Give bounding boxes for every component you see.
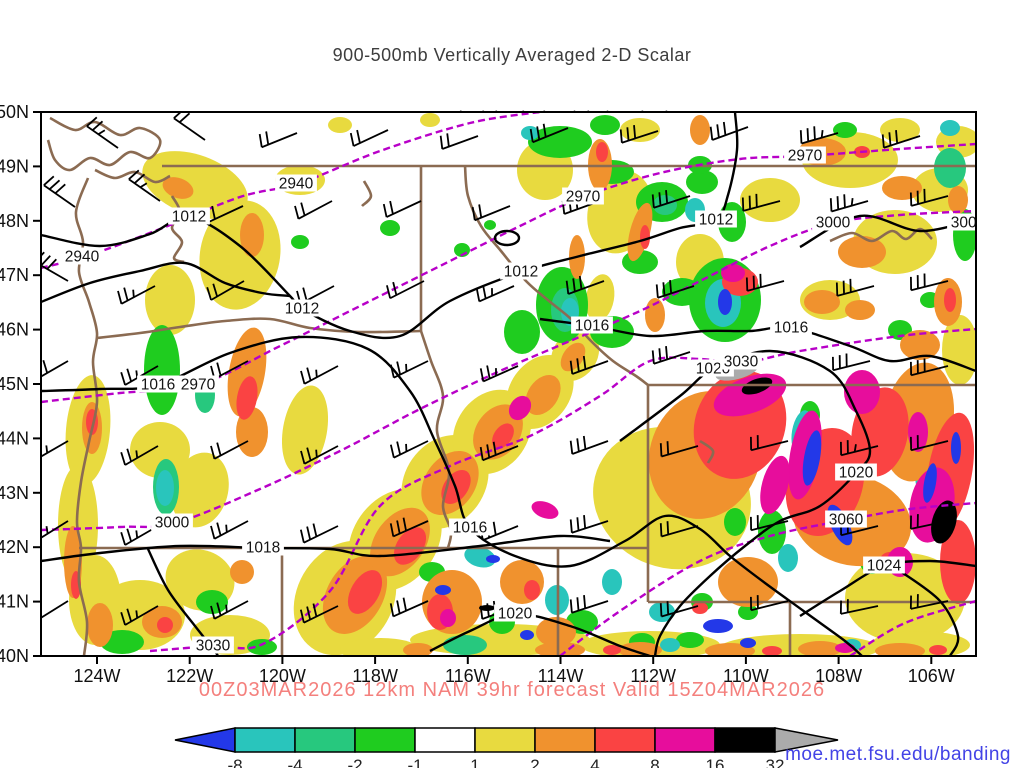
svg-text:3060: 3060	[829, 512, 864, 529]
colorbar-segment	[654, 727, 716, 753]
y-axis-label: 42N	[0, 537, 29, 557]
x-axis-label: 108W	[815, 666, 862, 686]
colorbar-segment	[474, 727, 536, 753]
y-axis-label: 47N	[0, 265, 29, 285]
colorbar-tick-label: 1	[470, 756, 479, 768]
over-range-arrow	[774, 727, 839, 753]
colorbar-tick-label: 8	[650, 756, 659, 768]
x-axis-label: 120W	[259, 666, 306, 686]
svg-text:2970: 2970	[566, 189, 601, 206]
svg-text:1020: 1020	[839, 465, 874, 482]
forecast-valid-label: 00Z03MAR2026 12km NAM 39hr forecast Vali…	[198, 679, 826, 701]
colorbar-tick-label: -2	[347, 756, 362, 768]
svg-text:1012: 1012	[285, 301, 319, 318]
svg-text:2970: 2970	[181, 377, 216, 394]
map-layers: 1012 1012 1012 1012 1016 1016 1016 1016 1018 1020…	[41, 112, 986, 656]
x-axis-label: 112W	[630, 666, 676, 686]
wind-barbs	[41, 112, 949, 626]
svg-text:3000: 3000	[155, 515, 190, 532]
colorbar-legend: -8 -4 -2 -1 1 2 4 8 16 32	[174, 727, 839, 768]
y-axis-label: 43N	[0, 483, 29, 503]
colorbar-tick-label: 16	[706, 756, 725, 768]
axes: 50N 49N 48N 47N 46N 45N 44N 43N 42N 41N 40N 124W 122…	[0, 102, 955, 686]
colorbar-tick-label: 32	[766, 756, 785, 768]
colorbar-tick-label: -4	[287, 756, 302, 768]
y-axis-label: 48N	[0, 211, 29, 231]
svg-text:1016: 1016	[141, 377, 175, 394]
colorbar-tick-label: -8	[227, 756, 242, 768]
contour-labels: 1012 1012 1012 1012 1016 1016 1016 1016 1018 1020…	[61, 146, 986, 655]
title-line-1: 900-500mb Vertically Averaged 2-D Scalar	[332, 45, 692, 65]
state-borders	[46, 116, 976, 656]
x-axis-label: 114W	[538, 666, 584, 686]
colorbar-segment	[714, 727, 776, 753]
svg-text:1018: 1018	[246, 540, 280, 557]
under-range-arrow	[174, 727, 236, 753]
x-axis-label: 122W	[166, 666, 213, 686]
svg-text:1016: 1016	[453, 520, 487, 537]
colorbar-tick-label: 2	[530, 756, 539, 768]
x-axis-label: 118W	[352, 666, 398, 686]
svg-text:2940: 2940	[279, 176, 314, 193]
colorbar-segment	[234, 727, 296, 753]
svg-text:1020: 1020	[498, 606, 533, 623]
colorbar-segment	[594, 727, 656, 753]
svg-text:1024: 1024	[867, 558, 902, 575]
colorbar-segment	[414, 727, 476, 753]
x-axis-label: 124W	[73, 666, 120, 686]
svg-text:1012: 1012	[172, 209, 206, 226]
colorbar-tick-label: -1	[407, 756, 422, 768]
x-axis-label: 116W	[445, 666, 491, 686]
svg-text:3030: 3030	[196, 638, 231, 655]
source-link[interactable]: moe.met.fsu.edu/banding	[785, 744, 1011, 765]
svg-text:2940: 2940	[65, 249, 100, 266]
svg-text:3030: 3030	[724, 354, 759, 371]
y-axis-label: 50N	[0, 102, 29, 122]
colorbar-segment	[354, 727, 416, 753]
y-axis-label: 40N	[0, 646, 29, 666]
y-axis-label: 46N	[0, 320, 29, 340]
colorbar-tick-label: 4	[590, 756, 599, 768]
y-axis-label: 49N	[0, 156, 29, 176]
y-axis-label: 45N	[0, 374, 29, 394]
y-axis-label: 41N	[0, 592, 29, 612]
x-axis-label: 106W	[908, 666, 955, 686]
svg-text:1016: 1016	[774, 320, 808, 337]
svg-text:1012: 1012	[699, 212, 733, 229]
svg-text:3000: 3000	[816, 215, 851, 232]
svg-text:1016: 1016	[575, 318, 609, 335]
colorbar-segment	[294, 727, 356, 753]
svg-text:3000: 3000	[951, 215, 986, 232]
y-axis-label: 44N	[0, 428, 29, 448]
svg-text:2970: 2970	[788, 148, 823, 165]
colorbar-segment	[534, 727, 596, 753]
svg-text:1012: 1012	[504, 264, 538, 281]
x-axis-label: 110W	[723, 666, 769, 686]
